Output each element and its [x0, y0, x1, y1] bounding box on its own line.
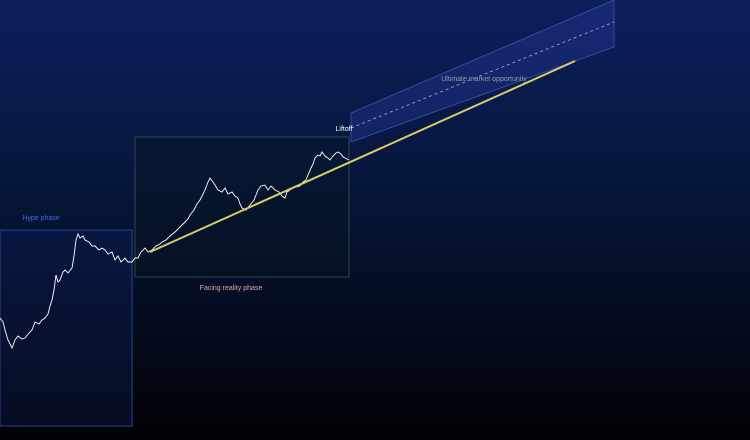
hype-box	[0, 229, 133, 427]
opportunity-channel	[350, 0, 615, 143]
channel-midline	[350, 21, 615, 129]
hype-label: Hype phase	[22, 215, 59, 222]
price-line	[0, 151, 350, 350]
liftoff-label: Liftoff	[336, 126, 353, 133]
trend-line	[149, 60, 576, 253]
opportunity-label: Ultimate market opportunity	[441, 76, 527, 83]
reality-label: Facing reality phase	[200, 285, 263, 292]
